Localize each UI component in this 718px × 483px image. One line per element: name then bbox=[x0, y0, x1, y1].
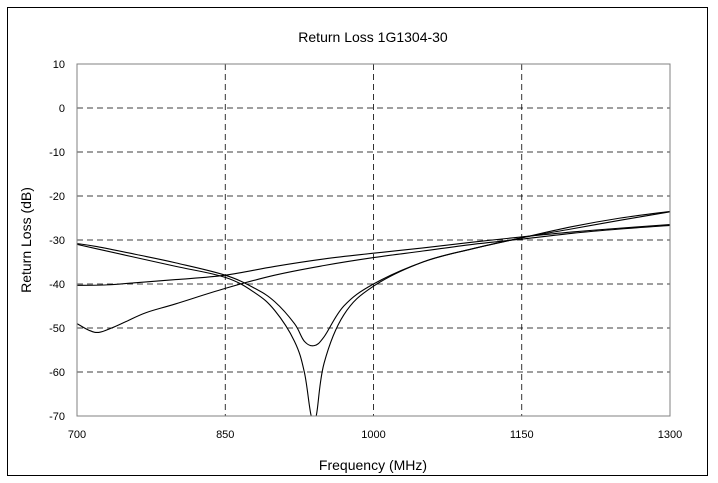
y-tick-label: -10 bbox=[49, 147, 65, 159]
y-tick-label: -60 bbox=[49, 367, 65, 379]
grid-layer bbox=[77, 64, 670, 416]
chart-svg: 10 0 -10 -20 -30 -40 -50 -60 -70 700 850 1000 1150 1… bbox=[18, 29, 682, 473]
y-tick-label: 0 bbox=[59, 103, 65, 115]
x-tick-label: 1000 bbox=[361, 429, 385, 441]
x-tick-label: 1150 bbox=[510, 429, 534, 441]
y-tick-labels: 10 0 -10 -20 -30 -40 -50 -60 -70 bbox=[49, 59, 65, 423]
y-tick-label: -30 bbox=[49, 235, 65, 247]
chart-title: Return Loss 1G1304-30 bbox=[298, 29, 448, 45]
y-tick-label: -20 bbox=[49, 191, 65, 203]
y-axis-label: Return Loss (dB) bbox=[18, 187, 34, 293]
y-tick-label: -40 bbox=[49, 279, 65, 291]
plot-area-border bbox=[76, 63, 671, 417]
x-tick-label: 850 bbox=[216, 429, 234, 441]
x-tick-label: 1300 bbox=[658, 429, 682, 441]
chart-frame: 10 0 -10 -20 -30 -40 -50 -60 -70 700 850 1000 1150 1… bbox=[7, 7, 708, 476]
x-tick-labels: 700 850 1000 1150 1300 bbox=[68, 429, 682, 441]
y-tick-label: -70 bbox=[49, 411, 65, 423]
x-tick-label: 700 bbox=[68, 429, 86, 441]
series-line-4 bbox=[76, 224, 671, 334]
series-line-3 bbox=[76, 224, 671, 286]
y-tick-label: -50 bbox=[49, 323, 65, 335]
y-tick-label: 10 bbox=[53, 59, 65, 71]
x-axis-label: Frequency (MHz) bbox=[319, 457, 427, 473]
